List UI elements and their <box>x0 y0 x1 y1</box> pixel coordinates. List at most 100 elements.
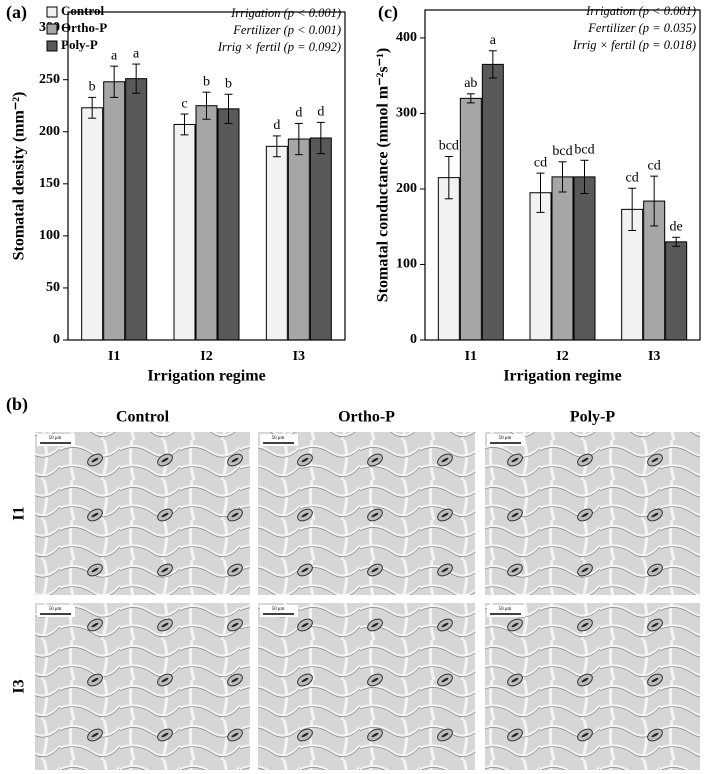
y-axis-label: Stomatal density (mm⁻²) <box>11 92 28 261</box>
annotation: Fertilizer (p < 0.001) <box>232 23 341 37</box>
error-bar <box>202 91 211 120</box>
error-bar <box>488 50 497 79</box>
bar <box>529 192 552 341</box>
significance-letter: b <box>89 80 96 95</box>
bar <box>125 78 148 341</box>
error-bar <box>466 93 475 104</box>
row-label: I1 <box>11 506 28 520</box>
bar <box>173 123 196 341</box>
panel-label: (b) <box>6 394 28 415</box>
scale-bar-label: 50 μm <box>499 607 512 612</box>
bar <box>103 81 126 341</box>
micrograph-stomata <box>258 603 475 770</box>
legend-swatch <box>46 6 58 18</box>
significance-letter: a <box>490 33 497 48</box>
y-tick-label: 400 <box>396 30 417 45</box>
bar <box>217 108 240 341</box>
bar <box>81 107 104 341</box>
error-bar <box>580 159 589 195</box>
scale-bar-label: 50 μm <box>272 436 285 441</box>
scale-bar-label: 50 μm <box>49 607 62 612</box>
scale-bar-label: 50 μm <box>49 436 62 441</box>
significance-letter: bcd <box>574 142 594 157</box>
y-axis-label: Stomatal conductance (mmol m⁻²s⁻¹) <box>375 48 392 302</box>
y-tick-label: 250 <box>39 72 60 87</box>
bar <box>437 177 460 341</box>
error-bar <box>180 113 189 136</box>
y-tick-label: 150 <box>39 176 60 191</box>
annotation: Irrigation (p < 0.001) <box>230 6 341 20</box>
error-bar <box>294 122 303 156</box>
error-bar <box>224 93 233 124</box>
significance-letter: ab <box>464 76 477 91</box>
error-bar <box>628 187 637 232</box>
y-tick-label: 200 <box>39 124 60 139</box>
y-tick-label: 0 <box>53 332 60 347</box>
error-bar <box>272 135 281 158</box>
bar <box>481 63 504 341</box>
significance-letter: c <box>181 96 187 111</box>
bar <box>665 241 688 341</box>
y-tick-label: 100 <box>39 228 60 243</box>
bar <box>265 145 288 341</box>
legend-swatch <box>46 40 58 52</box>
significance-letter: d <box>295 106 302 121</box>
column-label: Poly-P <box>570 409 616 426</box>
micrograph-stomata <box>485 432 700 595</box>
bar <box>309 137 332 341</box>
error-bar <box>536 172 545 213</box>
y-tick-label: 300 <box>396 106 417 121</box>
significance-letter: a <box>111 48 118 63</box>
y-tick-label: 0 <box>410 332 417 347</box>
scale-bar-label: 50 μm <box>272 607 285 612</box>
panel-label: (a) <box>6 2 27 23</box>
significance-letter: de <box>670 220 683 235</box>
x-axis-label: Irrigation regime <box>503 368 621 385</box>
error-bar <box>88 96 97 119</box>
legend-swatch <box>46 23 58 35</box>
x-tick-label: I3 <box>293 349 305 364</box>
bar <box>459 97 482 341</box>
legend-label: Control <box>61 3 104 18</box>
bar <box>195 105 218 341</box>
plot-frame <box>424 9 701 341</box>
plot-frame <box>67 11 346 341</box>
significance-letter: bcd <box>552 144 572 159</box>
x-tick-label: I3 <box>648 349 660 364</box>
error-bar <box>672 236 681 247</box>
x-tick-label: I2 <box>200 349 212 364</box>
error-bar <box>558 161 567 193</box>
error-bar <box>110 65 119 98</box>
annotation: Irrig × fertil (p = 0.018) <box>572 38 696 52</box>
row-label: I3 <box>11 679 28 693</box>
bar <box>287 138 310 341</box>
error-bar <box>444 155 453 200</box>
micrograph-stomata <box>258 432 475 595</box>
micrograph-stomata <box>485 603 700 770</box>
significance-letter: b <box>203 74 210 89</box>
bar <box>573 176 596 341</box>
x-tick-label: I2 <box>556 349 568 364</box>
y-tick-label: 200 <box>396 181 417 196</box>
micrograph-stomata <box>35 603 250 770</box>
annotation: Fertilizer (p = 0.035) <box>587 21 696 35</box>
x-axis-label: Irrigation regime <box>147 368 265 385</box>
micrograph-stomata <box>35 432 250 595</box>
significance-letter: a <box>133 46 140 61</box>
column-label: Control <box>116 409 170 426</box>
error-bar <box>132 63 141 94</box>
x-tick-label: I1 <box>108 349 120 364</box>
significance-letter: d <box>317 105 324 120</box>
significance-letter: cd <box>626 170 639 185</box>
legend-label: Poly-P <box>61 37 98 52</box>
annotation: Irrigation (p < 0.001) <box>585 4 696 18</box>
significance-letter: bcd <box>439 139 459 154</box>
x-tick-label: I1 <box>465 349 477 364</box>
y-tick-label: 100 <box>396 257 417 272</box>
panel-label: (c) <box>378 2 398 23</box>
y-tick-label: 50 <box>46 280 60 295</box>
significance-letter: cd <box>648 158 661 173</box>
significance-letter: cd <box>534 155 547 170</box>
bar <box>551 176 574 341</box>
